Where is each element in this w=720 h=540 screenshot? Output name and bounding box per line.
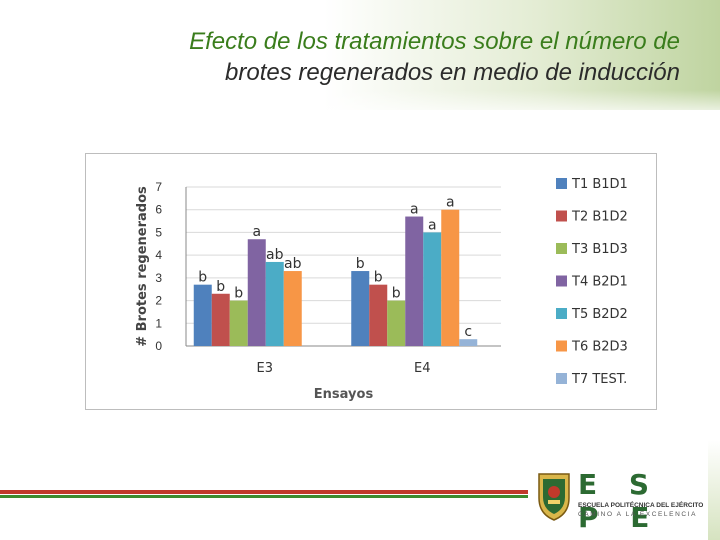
legend-swatch — [556, 210, 567, 222]
bar — [369, 284, 388, 346]
y-tick-label: 5 — [155, 225, 162, 239]
bar-significance-label: ab — [266, 247, 284, 263]
header-fade — [0, 90, 720, 120]
y-tick-label: 7 — [155, 180, 162, 194]
footer-stripe-green — [0, 495, 528, 498]
y-axis-title: # Brotes regenerados — [135, 186, 150, 347]
legend-label: T7 TEST. — [571, 372, 627, 387]
y-tick-label: 6 — [155, 203, 162, 217]
legend-label: T6 B2D3 — [571, 340, 628, 355]
legend-label: T3 B1D3 — [571, 242, 628, 257]
legend-swatch — [556, 178, 567, 189]
legend-swatch — [556, 340, 567, 352]
espe-name: ESCUELA POLITÉCNICA DEL EJÉRCITO — [578, 502, 704, 509]
y-tick-label: 2 — [155, 294, 162, 308]
bar — [441, 209, 460, 346]
y-tick-label: 4 — [155, 248, 162, 262]
espe-motto: CAMINO A LA EXCELENCIA — [578, 511, 698, 518]
bar-significance-label: b — [392, 286, 401, 302]
bar-significance-label: a — [252, 224, 261, 240]
bar — [265, 261, 284, 346]
bar — [247, 239, 266, 346]
espe-logo: E S P E ESCUELA POLITÉCNICA DEL EJÉRCITO… — [530, 466, 710, 534]
y-tick-label: 0 — [155, 339, 162, 353]
footer-stripe-red — [0, 490, 528, 494]
shield-icon — [538, 473, 570, 521]
bar-significance-label: b — [356, 256, 365, 272]
legend-swatch — [556, 275, 567, 287]
bar-significance-label: a — [446, 195, 455, 211]
bar — [193, 284, 212, 346]
espe-letters: E S P E — [578, 468, 661, 534]
chart-frame: 0 1 2 3 4 5 6 7 b b b a ab ab E3 b b b a a a c E4 Ensayos # Brot… — [85, 153, 657, 410]
bar — [387, 300, 406, 346]
slide-title-line-1: Efecto de los tratamientos sobre el núme… — [189, 28, 680, 55]
side-decoration — [708, 440, 720, 540]
bar — [351, 271, 370, 346]
legend-label: T5 B2D2 — [571, 307, 628, 322]
bar — [405, 216, 424, 346]
y-tick-label: 3 — [155, 271, 162, 285]
bar-significance-label: b — [234, 286, 243, 302]
bar-significance-label: c — [464, 324, 472, 340]
bar-significance-label: ab — [284, 256, 302, 272]
bar — [283, 271, 302, 346]
legend-swatch — [556, 243, 567, 254]
slide-title: Efecto de los tratamientos sobre el núme… — [30, 26, 680, 88]
legend-swatch — [556, 308, 567, 319]
slide-title-line-2: brotes regenerados en medio de inducción — [225, 59, 680, 86]
x-tick-label: E4 — [414, 361, 431, 376]
bar — [229, 300, 248, 346]
legend-label: T4 B2D1 — [571, 275, 628, 290]
y-tick-label: 1 — [155, 316, 162, 330]
bar-significance-label: b — [216, 279, 225, 295]
bar-significance-label: a — [428, 217, 437, 233]
bar-significance-label: b — [198, 270, 207, 286]
x-tick-label: E3 — [257, 361, 274, 376]
x-axis-title: Ensayos — [314, 387, 374, 402]
bar-significance-label: b — [374, 270, 383, 286]
bar — [423, 232, 442, 346]
bar — [211, 293, 230, 346]
bar-significance-label: a — [410, 202, 419, 218]
bar — [459, 339, 478, 346]
legend-swatch — [556, 373, 567, 384]
legend-label: T1 B1D1 — [571, 177, 628, 192]
legend-label: T2 B1D2 — [571, 210, 628, 225]
